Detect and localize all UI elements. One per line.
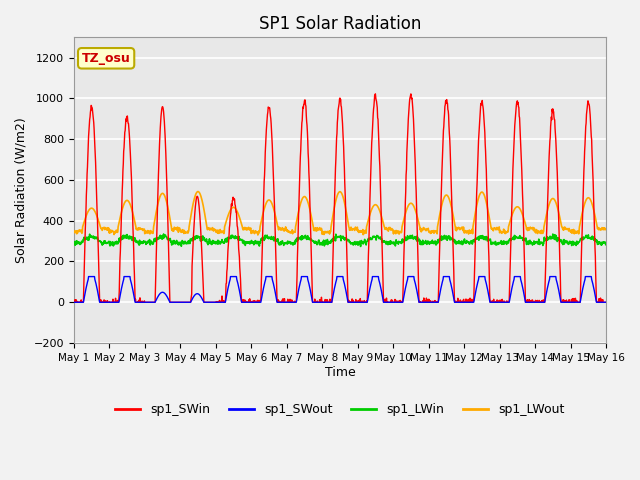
sp1_SWout: [539, 300, 547, 305]
sp1_SWin: [602, 300, 609, 305]
sp1_LWin: [356, 243, 364, 249]
sp1_LWout: [540, 229, 547, 235]
sp1_SWin: [70, 299, 77, 304]
sp1_SWout: [248, 300, 256, 305]
sp1_LWout: [175, 227, 183, 232]
sp1_LWin: [70, 240, 77, 245]
sp1_SWout: [422, 300, 430, 305]
X-axis label: Time: Time: [324, 365, 355, 379]
Line: sp1_SWout: sp1_SWout: [74, 276, 605, 302]
sp1_LWin: [189, 237, 196, 242]
sp1_SWin: [423, 300, 431, 305]
sp1_SWout: [492, 300, 500, 305]
sp1_LWout: [248, 229, 256, 235]
Line: sp1_SWin: sp1_SWin: [74, 94, 605, 302]
sp1_LWin: [602, 242, 609, 248]
Line: sp1_LWin: sp1_LWin: [74, 234, 605, 246]
sp1_LWin: [248, 240, 256, 246]
sp1_SWin: [70, 300, 78, 305]
sp1_LWin: [160, 231, 168, 237]
sp1_SWin: [248, 300, 256, 305]
sp1_SWout: [602, 300, 609, 305]
sp1_LWout: [492, 227, 500, 232]
sp1_LWout: [254, 232, 262, 238]
sp1_SWin: [492, 299, 500, 305]
sp1_SWout: [175, 300, 183, 305]
sp1_SWin: [372, 91, 380, 96]
Y-axis label: Solar Radiation (W/m2): Solar Radiation (W/m2): [15, 117, 28, 263]
sp1_LWout: [194, 189, 202, 194]
sp1_LWin: [423, 241, 431, 247]
sp1_LWout: [423, 226, 431, 232]
sp1_LWout: [602, 226, 609, 232]
Line: sp1_LWout: sp1_LWout: [74, 192, 605, 235]
sp1_LWout: [70, 228, 77, 234]
sp1_LWin: [175, 240, 183, 246]
Title: SP1 Solar Radiation: SP1 Solar Radiation: [259, 15, 421, 33]
sp1_LWout: [188, 206, 196, 212]
sp1_LWin: [540, 240, 547, 246]
sp1_SWout: [84, 274, 92, 279]
sp1_SWin: [189, 254, 196, 260]
sp1_SWout: [70, 300, 77, 305]
Legend: sp1_SWin, sp1_SWout, sp1_LWin, sp1_LWout: sp1_SWin, sp1_SWout, sp1_LWin, sp1_LWout: [111, 398, 570, 421]
sp1_SWin: [175, 300, 183, 305]
Text: TZ_osu: TZ_osu: [82, 52, 131, 65]
sp1_SWout: [189, 296, 196, 301]
sp1_SWin: [540, 297, 547, 303]
sp1_LWin: [492, 241, 500, 247]
